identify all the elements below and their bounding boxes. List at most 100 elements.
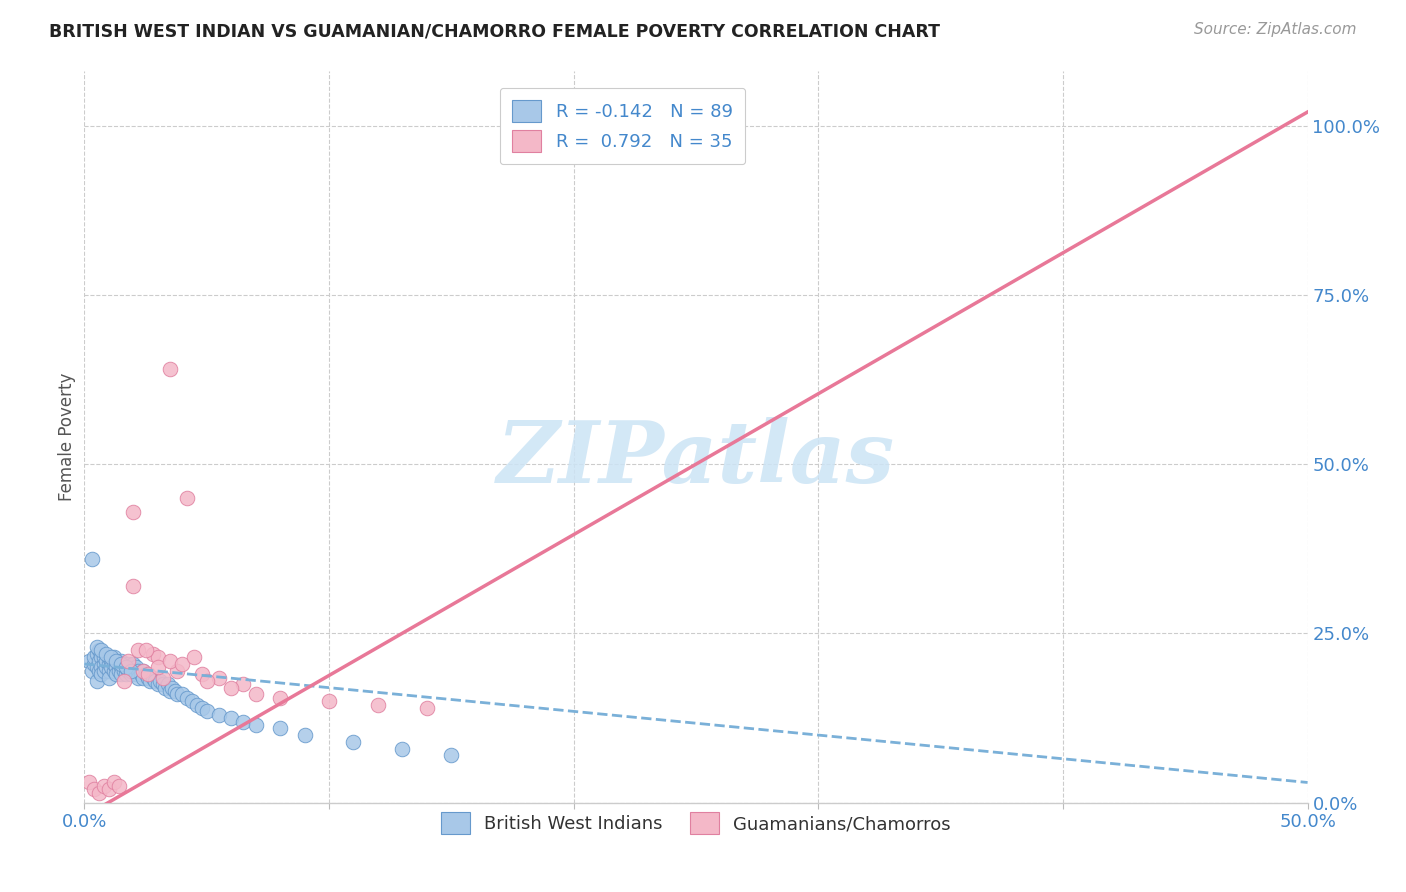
Point [120,660,142,674]
Point [245,718,267,732]
Point [83,650,105,665]
Point [135,643,157,657]
Point [146,677,169,691]
Point [125,667,148,681]
Point [86,673,108,688]
Point [100,654,122,668]
Point [110,654,132,668]
Point [269,721,291,735]
Point [90,660,112,674]
Point [166,688,188,702]
Point [96,654,118,668]
Point [115,667,138,681]
Point [105,654,128,668]
Point [105,660,128,674]
Point [219,681,242,695]
Point [245,688,267,702]
Point [152,671,174,685]
Point [232,714,254,729]
Point [93,657,115,671]
Point [80,664,103,678]
Point [122,505,145,519]
Point [142,671,165,685]
Text: ZIPatlas: ZIPatlas [496,417,896,500]
Point [120,664,142,678]
Point [166,664,188,678]
Point [103,664,125,678]
Point [176,491,198,505]
Point [125,660,148,674]
Point [107,657,129,671]
Y-axis label: Female Poverty: Female Poverty [58,373,76,501]
Point [120,667,142,681]
Point [77,654,100,668]
Point [112,657,135,671]
Point [87,786,110,800]
Legend: British West Indians, Guamanians/Chamorros: British West Indians, Guamanians/Chamorr… [430,801,962,845]
Point [129,667,152,681]
Point [87,643,110,657]
Point [105,667,128,681]
Point [172,688,194,702]
Point [86,660,108,674]
Point [87,664,110,678]
Point [103,650,125,665]
Point [112,664,135,678]
Point [112,673,135,688]
Point [97,664,120,678]
Point [115,660,138,674]
Text: Source: ZipAtlas.com: Source: ZipAtlas.com [1194,22,1357,37]
Point [107,779,129,793]
Point [107,664,129,678]
Point [100,660,122,674]
Point [183,650,205,665]
Point [110,657,132,671]
Point [391,741,413,756]
Point [127,671,149,685]
Point [97,657,120,671]
Point [127,664,149,678]
Point [86,647,108,661]
Point [110,667,132,681]
Point [100,650,122,665]
Point [156,677,179,691]
Point [97,671,120,685]
Point [162,681,184,695]
Point [143,673,166,688]
Point [132,664,155,678]
Point [152,677,174,691]
Point [146,650,169,665]
Point [110,660,132,674]
Point [122,664,145,678]
Point [87,654,110,668]
Point [208,671,231,685]
Point [117,664,139,678]
Point [146,660,169,674]
Point [93,650,115,665]
Point [149,673,172,688]
Point [440,748,463,763]
Point [159,654,181,668]
Point [90,650,112,665]
Point [139,673,162,688]
Point [83,782,105,797]
Point [142,647,165,661]
Point [136,671,159,685]
Point [122,657,145,671]
Point [117,657,139,671]
Point [159,684,181,698]
Point [195,705,218,719]
Point [90,643,112,657]
Point [127,643,149,657]
Point [115,660,138,674]
Point [135,667,157,681]
Point [96,647,118,661]
Point [97,650,120,665]
Point [80,552,103,566]
Point [191,701,214,715]
Point [176,690,198,705]
Point [342,735,364,749]
Point [97,782,120,797]
Point [117,654,139,668]
Text: BRITISH WEST INDIAN VS GUAMANIAN/CHAMORRO FEMALE POVERTY CORRELATION CHART: BRITISH WEST INDIAN VS GUAMANIAN/CHAMORR… [49,22,941,40]
